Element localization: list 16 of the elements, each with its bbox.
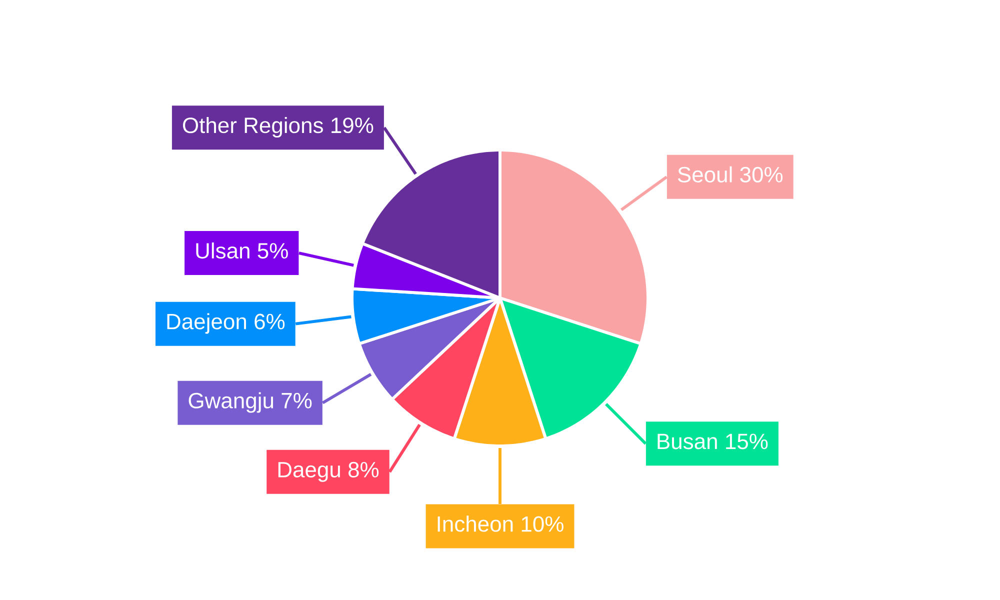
data-label: 7% xyxy=(282,392,312,408)
slice-label: Daegu xyxy=(278,462,340,482)
data-label: 30% xyxy=(740,166,783,182)
slice-label: Daejeon xyxy=(167,313,246,334)
data-label: 10% xyxy=(522,516,564,532)
data-label: 19% xyxy=(332,118,374,134)
slice-label: Seoul xyxy=(678,166,732,182)
data-label: 8% xyxy=(348,462,379,478)
slice-label: Ulsan xyxy=(196,242,250,259)
slice-label: Busan xyxy=(658,434,717,450)
data-label: 15% xyxy=(726,434,768,450)
data-label: 6% xyxy=(254,314,285,330)
slice-label: Other Regions xyxy=(183,117,323,138)
slice-label: Incheon xyxy=(438,516,513,532)
data-label: 5% xyxy=(258,243,288,259)
slice-label: Gwangju xyxy=(188,392,274,413)
